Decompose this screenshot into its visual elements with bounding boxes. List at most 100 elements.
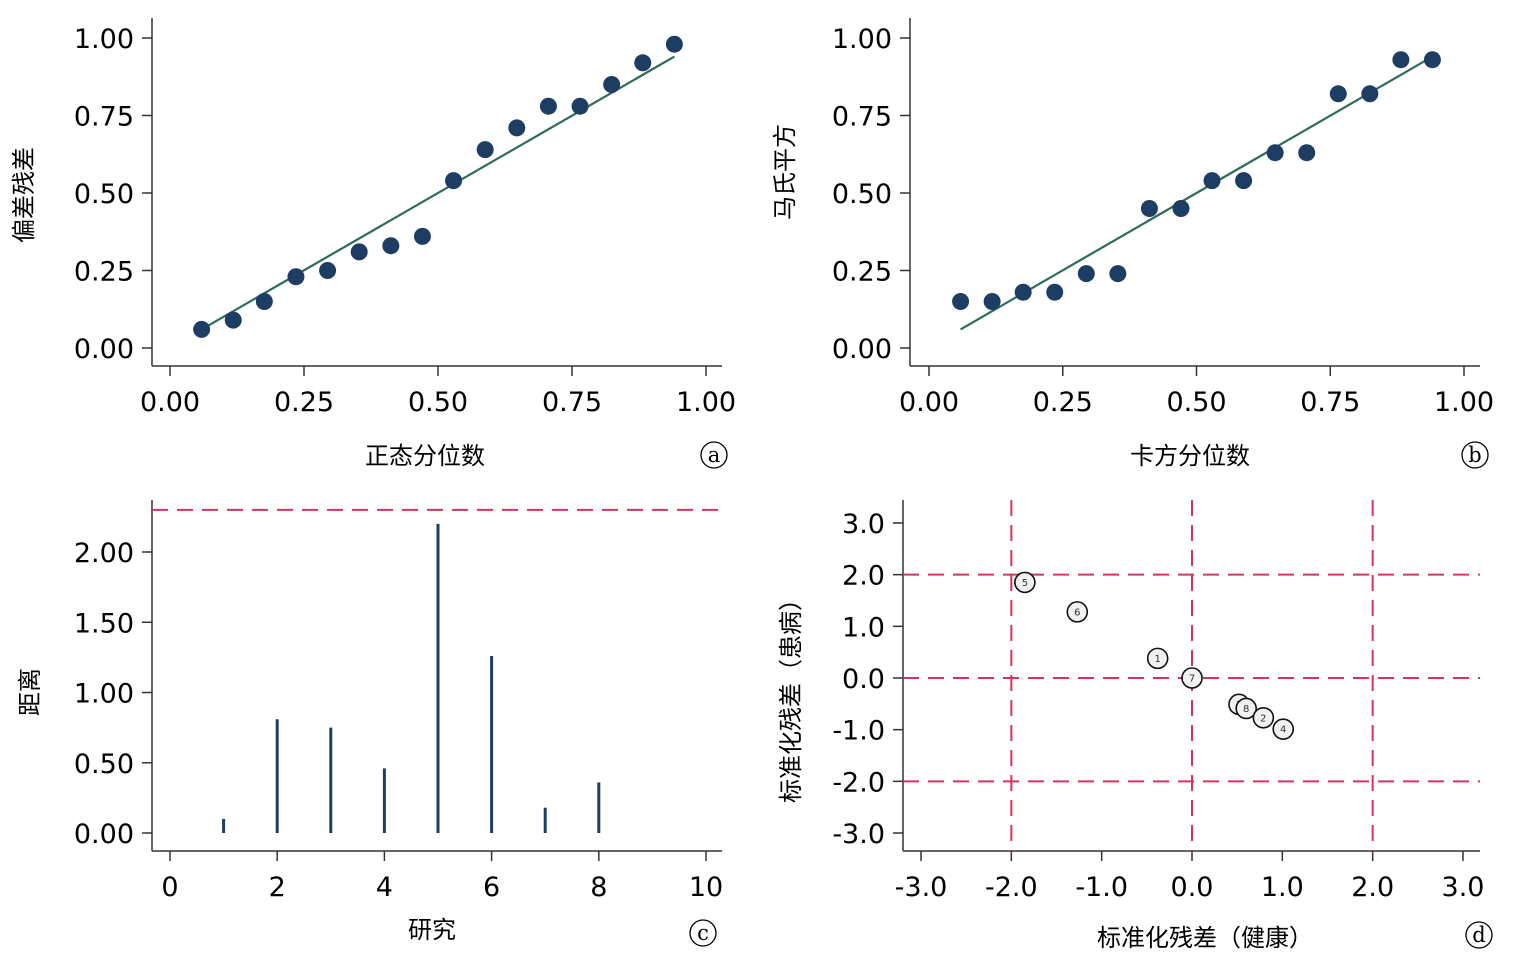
x-tick-label: 1.00	[676, 387, 736, 418]
y-tick-label: 0.0	[842, 664, 885, 695]
data-point-label: 2	[1260, 713, 1266, 724]
x-tick-label: 0.25	[1033, 387, 1093, 418]
y-tick-label: 0.00	[74, 819, 134, 850]
x-tick-label: -1.0	[1075, 872, 1128, 903]
data-point	[1109, 265, 1127, 283]
panel-d-letter: d	[1465, 921, 1493, 949]
panel-d-letter-text: d	[1472, 923, 1485, 947]
panel-a-letter-text: a	[708, 443, 721, 467]
data-point-label: 7	[1189, 674, 1195, 685]
data-point	[1272, 718, 1295, 740]
y-tick-label: 1.50	[74, 608, 134, 639]
data-point	[1146, 647, 1169, 670]
x-tick-label: 0.00	[140, 387, 200, 418]
data-point	[1014, 283, 1032, 301]
y-tick-label: 1.0	[842, 612, 885, 643]
data-point	[634, 54, 652, 72]
data-point-label: 1	[1154, 654, 1160, 665]
panel-c-letter-text: c	[697, 921, 709, 945]
data-point	[508, 119, 526, 137]
x-tick-label: -3.0	[895, 872, 948, 903]
panel-a-qq-plot: 正态分位数 偏差残差 a 0.00 0.25 0.50 0.75 1.00 0.00 0.2…	[10, 18, 736, 470]
data-point-label: 4	[1280, 725, 1286, 736]
data-point	[476, 141, 494, 159]
x-tick-label: 0.50	[1166, 387, 1226, 418]
y-tick-label: 0.50	[74, 179, 134, 210]
x-tick-label: 0.75	[1300, 387, 1360, 418]
x-tick-label: 3.0	[1442, 872, 1485, 903]
y-tick-label: 0.00	[832, 334, 892, 365]
data-point-label: 8	[1243, 704, 1249, 715]
y-tick-label: 1.00	[74, 679, 134, 710]
data-point-label: 6	[1074, 607, 1080, 618]
y-tick-label: 1.00	[74, 24, 134, 55]
data-point	[413, 227, 431, 245]
data-point-label: 5	[1022, 578, 1028, 589]
y-tick-label: 0.00	[74, 334, 134, 365]
x-tick-label: 0.50	[408, 387, 468, 418]
data-point	[445, 172, 463, 190]
data-point	[1392, 51, 1410, 69]
data-point	[1329, 85, 1347, 103]
data-point	[539, 97, 557, 115]
data-point	[1203, 172, 1221, 190]
panel-c-letter: c	[689, 919, 717, 947]
x-tick-label: 8	[590, 872, 607, 903]
x-tick-label: 0.0	[1171, 872, 1214, 903]
x-tick-label: 0.75	[542, 387, 602, 418]
data-point	[1140, 200, 1158, 217]
x-tick-label: 2	[269, 872, 286, 903]
x-tick-label: 1.00	[1434, 387, 1494, 418]
y-tick-label: -1.0	[832, 716, 885, 747]
x-tick-label: 6	[483, 872, 500, 903]
data-point	[1172, 200, 1190, 217]
panel-a-letter: a	[700, 441, 728, 469]
y-tick-label: 0.25	[74, 257, 134, 288]
fit-line	[201, 55, 675, 331]
y-tick-label: 2.0	[842, 561, 885, 592]
y-tick-label: 2.00	[74, 538, 134, 569]
data-point	[1066, 601, 1089, 623]
panel-b-x-title: 卡方分位数	[1130, 442, 1250, 470]
x-tick-label: 4	[376, 872, 393, 903]
x-tick-label: 0.00	[899, 387, 959, 418]
data-point	[665, 35, 683, 53]
data-point	[983, 293, 1001, 310]
panel-d-x-title: 标准化残差（健康）	[1097, 924, 1313, 952]
x-tick-label: 0.25	[274, 387, 334, 418]
x-tick-label: 1.0	[1261, 872, 1304, 903]
y-tick-label: 0.75	[832, 102, 892, 133]
panel-a-x-title: 正态分位数	[365, 442, 485, 470]
data-point	[952, 293, 970, 310]
x-tick-label: -2.0	[985, 872, 1038, 903]
data-point	[1361, 85, 1379, 103]
data-point	[1252, 706, 1275, 729]
x-tick-label: 0	[161, 872, 178, 903]
data-point	[1014, 571, 1036, 594]
data-point	[319, 262, 337, 279]
panel-b-qq-plot: 卡方分位数 马氏平方 b 0.00 0.25 0.50 0.75 1.00 0.00 0.2…	[771, 18, 1494, 470]
data-point	[1298, 144, 1316, 162]
y-tick-label: -3.0	[832, 819, 885, 850]
data-point	[255, 293, 273, 310]
y-tick-label: 3.0	[842, 509, 885, 540]
x-tick-label: 10	[689, 872, 723, 903]
data-point	[1266, 144, 1284, 162]
panel-c-y-title: 距离	[16, 668, 44, 716]
data-point	[1077, 265, 1095, 283]
data-point	[287, 268, 305, 286]
panel-a-y-title: 偏差残差	[10, 147, 38, 243]
y-tick-label: -2.0	[832, 767, 885, 798]
fit-line	[960, 55, 1433, 331]
data-point	[1046, 283, 1064, 301]
data-point	[1235, 697, 1257, 720]
y-tick-label: 0.50	[74, 749, 134, 780]
panel-b-letter-text: b	[1468, 443, 1481, 467]
data-point	[603, 76, 621, 93]
panel-d-y-title: 标准化残差（患病）	[777, 587, 805, 803]
y-tick-label: 1.00	[832, 24, 892, 55]
y-tick-label: 0.50	[832, 179, 892, 210]
x-tick-label: 2.0	[1351, 872, 1394, 903]
panel-d-residual-plot: 标准化残差（健康） 标准化残差（患病） d 3.0 2.0 1.0 0.0 -1.0 -2…	[777, 500, 1493, 952]
